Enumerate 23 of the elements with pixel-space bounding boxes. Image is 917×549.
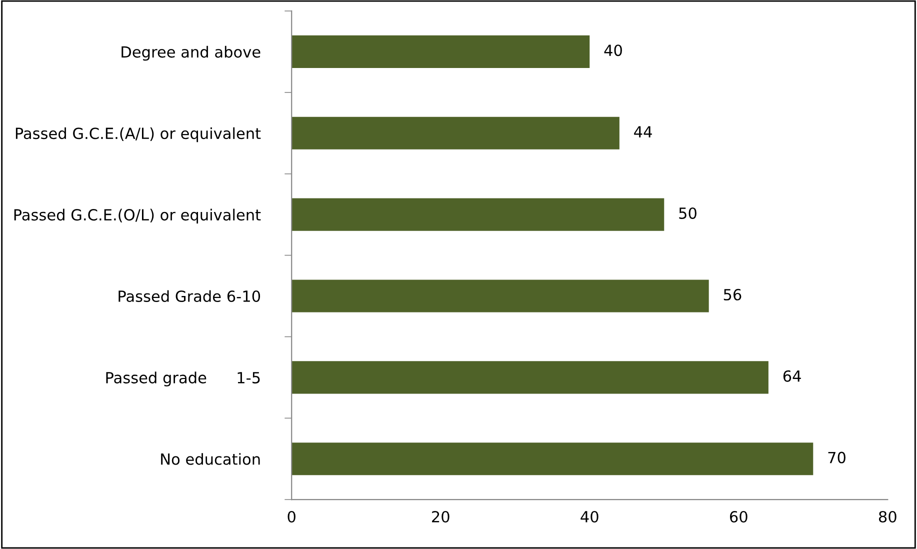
y-tick-label: Passed Grade 6-10 (118, 290, 260, 302)
bar (292, 280, 709, 312)
data-label: 56 (724, 288, 742, 300)
x-tick-label: 20 (432, 510, 450, 523)
x-tick-label: 60 (730, 510, 748, 523)
bar (292, 198, 664, 231)
bar (292, 116, 620, 150)
y-tick-label: Passed G.C.E.(O/L) or equivalent (14, 208, 261, 224)
bar (292, 361, 768, 394)
y-tick-label: Degree and above (122, 46, 260, 61)
bar (292, 442, 814, 476)
y-tick-label: Passed G.C.E.(A/L) or equivalent (16, 127, 261, 142)
data-label: 64 (783, 370, 801, 382)
x-tick-label: 40 (580, 510, 598, 523)
data-label: 40 (604, 44, 622, 56)
data-label: 44 (634, 126, 652, 138)
data-label: 50 (679, 207, 696, 219)
data-label: 70 (828, 452, 846, 464)
y-tick-label: No education (161, 453, 260, 465)
x-tick-label: 0 (288, 510, 296, 523)
bar (292, 35, 590, 68)
x-tick-label: 80 (878, 510, 896, 523)
y-tick-label: Passed grade 1-5 (106, 372, 260, 386)
